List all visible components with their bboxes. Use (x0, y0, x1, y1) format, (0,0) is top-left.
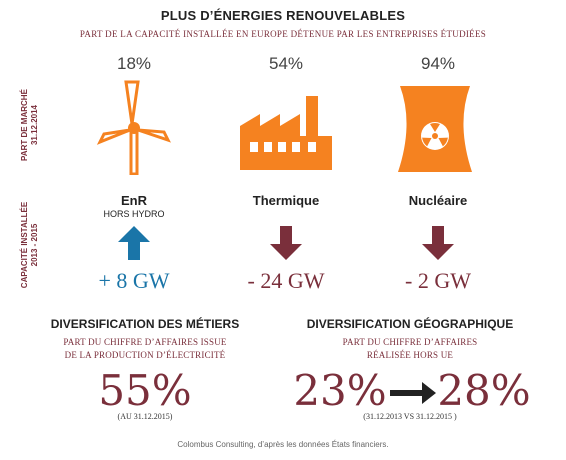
change-enr: + 8 GW (98, 268, 170, 293)
metiers-title: DIVERSIFICATION DES MÉTIERS (50, 317, 240, 331)
arrow-right-icon (390, 382, 436, 404)
metiers-note: (AU 31.12.2015) (117, 412, 173, 421)
source-footer: Colombus Consulting, d’après les données… (177, 440, 389, 449)
metiers-value: 55% (98, 366, 192, 415)
side-label-market-share: PART DE MARCHÉ 31.12.2014 (20, 80, 42, 170)
metiers-sub-line: DE LA PRODUCTION D’ÉLECTRICITÉ (64, 350, 226, 360)
category-enr: EnR (121, 193, 147, 208)
share-enr: 18% (116, 54, 152, 73)
page-subtitle: PART DE LA CAPACITÉ INSTALLÉE EN EUROPE … (79, 29, 487, 39)
side-label-capacity: CAPACITÉ INSTALLÉE 2013 - 2015 (20, 195, 42, 295)
metiers-subtitle: PART DU CHIFFRE D’AFFAIRES ISSUE DE LA P… (40, 336, 250, 362)
share-thermique: 54% (268, 54, 304, 73)
category-enr-sub: HORS HYDRO (103, 209, 165, 219)
geo-note: (31.12.2013 VS 31.12.2015 ) (363, 412, 457, 421)
side-label-line: PART DE MARCHÉ (20, 89, 29, 161)
page-title: PLUS D’ÉNERGIES RENOUVELABLES (160, 8, 406, 23)
wind-turbine-icon (96, 80, 171, 175)
nuclear-plant-icon (398, 86, 472, 172)
geo-value-from: 23% (293, 366, 387, 415)
geo-sub-line: PART DU CHIFFRE D’AFFAIRES (342, 337, 478, 347)
change-thermique: - 24 GW (247, 268, 325, 293)
side-label-line: 2013 - 2015 (30, 223, 39, 267)
change-nucleaire: - 2 GW (405, 268, 471, 293)
arrow-up-icon (118, 226, 150, 260)
category-nucleaire: Nucléaire (408, 193, 468, 208)
factory-icon (240, 96, 332, 170)
arrow-down-icon (422, 226, 454, 260)
side-label-line: CAPACITÉ INSTALLÉE (20, 201, 29, 289)
share-nucleaire: 94% (420, 54, 456, 73)
category-thermique: Thermique (252, 193, 320, 208)
geo-title: DIVERSIFICATION GÉOGRAPHIQUE (306, 317, 514, 331)
geo-subtitle: PART DU CHIFFRE D’AFFAIRES RÉALISÉE HORS… (295, 336, 525, 362)
metiers-sub-line: PART DU CHIFFRE D’AFFAIRES ISSUE (63, 337, 227, 347)
side-label-line: 31.12.2014 (30, 104, 39, 146)
geo-value-to: 28% (437, 366, 531, 415)
geo-sub-line: RÉALISÉE HORS UE (366, 350, 454, 360)
arrow-down-icon (270, 226, 302, 260)
